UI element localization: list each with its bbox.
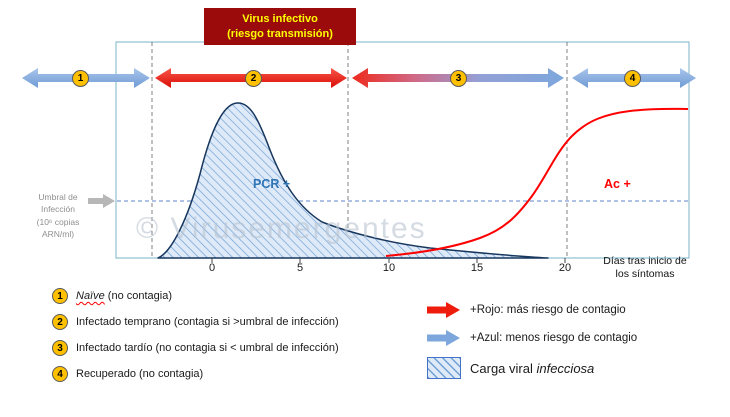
- phase-badge-4: 4: [624, 70, 641, 87]
- legend-item-late-infected: 3 Infectado tardío (no contagia si < umb…: [52, 339, 339, 357]
- phase-badge-2: 2: [245, 70, 262, 87]
- legend-item-early-infected: 2 Infectado temprano (contagia si >umbra…: [52, 313, 339, 331]
- legend-text-4: Recuperado (no contagia): [76, 368, 204, 380]
- x-axis-title-line-1: Días tras inicio de: [603, 255, 687, 267]
- legend-text-3: Infectado tardío (no contagia si < umbra…: [76, 342, 339, 354]
- legend-badge-3: 3: [52, 340, 68, 356]
- tick-label-15: 15: [470, 262, 484, 274]
- banner-line-1: Virus infectivo: [242, 12, 318, 25]
- legend-text-1-rest: (no contagia): [104, 290, 173, 302]
- threshold-label-line-1: Umbral de: [38, 192, 78, 202]
- threshold-label: Umbral de Infección (10⁶ copias ARN/ml): [26, 191, 90, 240]
- tick-label-20: 20: [558, 262, 572, 274]
- red-arrow-icon: [427, 302, 460, 318]
- viral-load-label: Carga viral infecciosa: [470, 361, 594, 376]
- watermark: © Virusemergentes: [136, 212, 427, 245]
- viral-load-label-em: infecciosa: [536, 360, 595, 376]
- legend-text-2: Infectado temprano (contagia si >umbral …: [76, 316, 339, 328]
- red-risk-label: +Rojo: más riesgo de contagio: [470, 304, 626, 316]
- threshold-label-line-2: Infección: [40, 204, 76, 215]
- threshold-pointer-arrow-icon: [88, 194, 115, 208]
- threshold-label-line-4: ARN/ml): [41, 228, 75, 239]
- threshold-label-line-3: (10⁶ copias: [36, 216, 80, 227]
- legend-item-viral-load: Carga viral infecciosa: [427, 357, 637, 379]
- antibody-positive-label: Ac +: [604, 177, 631, 191]
- infectious-virus-banner: Virus infectivo (riesgo transmisión): [204, 8, 356, 45]
- antibody-curve: [385, 107, 689, 257]
- blue-risk-label: +Azul: menos riesgo de contagio: [470, 332, 638, 344]
- legend-item-recovered: 4 Recuperado (no contagia): [52, 365, 339, 383]
- legend-badge-4: 4: [52, 366, 68, 382]
- tick-label-10: 10: [382, 262, 396, 274]
- legend-item-blue-risk: +Azul: menos riesgo de contagio: [427, 329, 637, 347]
- phase-boundary-lines: [151, 42, 568, 258]
- x-axis-title: Días tras inicio de los síntomas: [594, 255, 696, 280]
- phase-legend: 1 Naïve (no contagia) 2 Infectado tempra…: [52, 287, 339, 391]
- banner-line-2: (riesgo transmisión): [227, 27, 333, 40]
- legend-item-red-risk: +Rojo: más riesgo de contagio: [427, 301, 637, 319]
- pcr-positive-label: PCR +: [253, 177, 291, 191]
- phase-badge-3: 3: [450, 70, 467, 87]
- phase-badge-1: 1: [72, 70, 89, 87]
- tick-label-0: 0: [208, 262, 216, 274]
- legend-badge-1: 1: [52, 288, 68, 304]
- x-axis-ticks: [211, 258, 566, 263]
- legend-text-1: Naïve (no contagia): [76, 290, 172, 302]
- risk-legend: +Rojo: más riesgo de contagio +Azul: men…: [427, 301, 637, 379]
- tick-label-5: 5: [296, 262, 304, 274]
- viral-load-label-prefix: Carga viral: [470, 360, 537, 376]
- legend-text-1-em: Naïve: [76, 290, 105, 302]
- blue-arrow-icon: [427, 330, 460, 346]
- x-axis-title-line-2: los síntomas: [615, 267, 675, 280]
- legend-item-naive: 1 Naïve (no contagia): [52, 287, 339, 305]
- legend-badge-2: 2: [52, 314, 68, 330]
- hatched-swatch-icon: [427, 357, 461, 379]
